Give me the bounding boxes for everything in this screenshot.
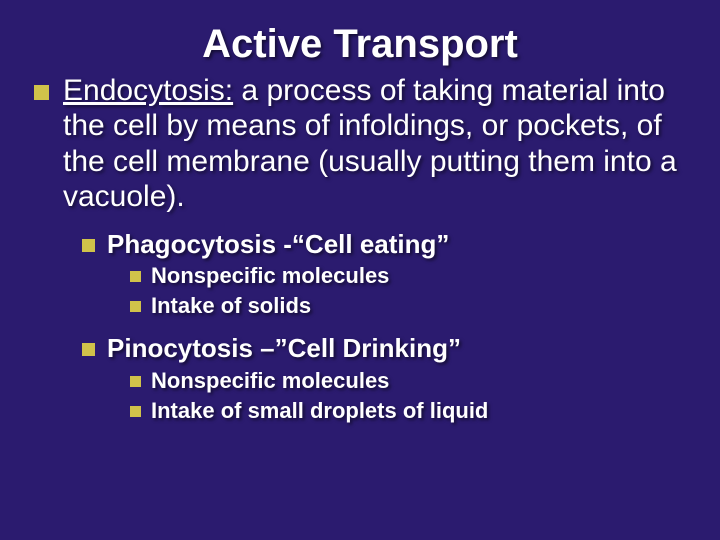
square-bullet-icon	[130, 376, 141, 387]
bullet-text: Nonspecific molecules	[151, 263, 692, 289]
bullet-level3: Intake of small droplets of liquid	[130, 398, 692, 424]
slide: Active Transport Endocytosis: a process …	[0, 0, 720, 540]
slide-title: Active Transport	[0, 0, 720, 73]
slide-body: Endocytosis: a process of taking materia…	[0, 73, 720, 424]
bullet-level1: Endocytosis: a process of taking materia…	[34, 73, 692, 215]
bullet-level3: Nonspecific molecules	[130, 263, 692, 289]
bullet-level3: Nonspecific molecules	[130, 368, 692, 394]
bullet-level2: Pinocytosis –”Cell Drinking”	[82, 333, 692, 364]
bullet-level3: Intake of solids	[130, 293, 692, 319]
bullet-text: Intake of small droplets of liquid	[151, 398, 692, 424]
square-bullet-icon	[82, 239, 95, 252]
square-bullet-icon	[130, 406, 141, 417]
bullet-text: Endocytosis: a process of taking materia…	[63, 73, 692, 215]
square-bullet-icon	[82, 343, 95, 356]
bullet-text: Intake of solids	[151, 293, 692, 319]
bullet-text: Pinocytosis –”Cell Drinking”	[107, 333, 692, 364]
square-bullet-icon	[130, 271, 141, 282]
square-bullet-icon	[34, 85, 49, 100]
bullet-text: Phagocytosis -“Cell eating”	[107, 229, 692, 260]
bullet-level2: Phagocytosis -“Cell eating”	[82, 229, 692, 260]
square-bullet-icon	[130, 301, 141, 312]
bullet-text: Nonspecific molecules	[151, 368, 692, 394]
term-endocytosis: Endocytosis:	[63, 74, 233, 107]
